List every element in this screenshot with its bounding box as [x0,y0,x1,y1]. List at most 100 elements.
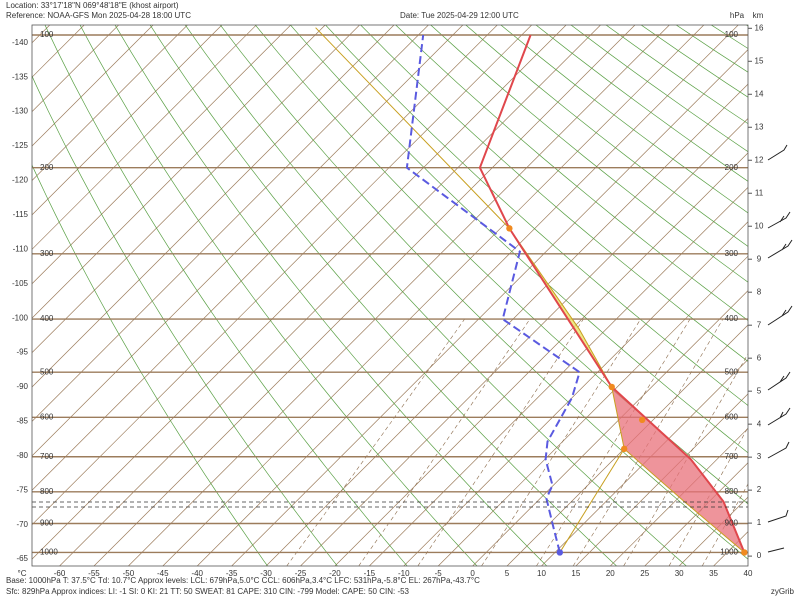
dry-adiabat [32,164,268,566]
ccl-dot [638,416,646,424]
y-tick-label: 500 [40,367,54,376]
x-tick-label: -45 [157,569,169,578]
wind-barb [767,441,790,459]
x-tick-label: 30 [675,569,684,578]
wind-barb [767,305,793,326]
y-tick-label: 600 [725,412,739,421]
wind-barb [767,547,785,553]
y2-tick-label: 6 [757,353,762,362]
x-tick-label: -50 [123,569,135,578]
left-tick-label: -135 [12,72,29,81]
dry-adiabat [289,25,748,454]
isotherm [59,25,601,566]
y-tick-label: 100 [725,30,739,39]
isotherm [403,221,748,566]
y2-tick-label: 3 [757,452,762,461]
y2-tick-label: 4 [757,419,762,428]
left-tick-label: -105 [12,279,29,288]
isotherm [32,25,223,216]
left-tick-label: -140 [12,38,29,47]
y2-tick-label: 13 [755,122,764,131]
isotherm [32,25,498,491]
y2-tick-label: 10 [755,221,764,230]
y-tick-label: 200 [725,163,739,172]
left-tick-label: -70 [16,520,28,529]
dry-adiabat [44,25,408,566]
x-tick-label: 25 [640,569,649,578]
isotherm [541,358,748,566]
footer-line: Base: 1000hPa T: 37.5°C Td: 10.7°C Appro… [6,576,480,585]
isotherm [32,25,257,250]
isotherm [32,25,154,147]
x-tick-label: -30 [260,569,272,578]
wind-barb [767,239,793,259]
left-tick-label: -80 [16,451,28,460]
dry-adiabat [360,25,748,362]
dewpoint-line [405,34,581,553]
left-tick-label: -125 [12,141,29,150]
y-tick-label: 400 [40,314,54,323]
y2-tick-label: 7 [757,320,762,329]
y2-tick-label: 9 [757,254,762,263]
x-tick-label: -60 [54,569,66,578]
mixing-ratio-line [623,353,748,566]
left-tick-label: -85 [16,417,28,426]
dry-adiabat [114,25,548,566]
dry-adiabat [219,25,748,560]
x-tick-label: -40 [191,569,203,578]
x-tick-label: -15 [364,569,376,578]
isotherm [32,25,188,181]
isotherm [32,25,360,354]
isotherm [162,25,705,566]
dry-adiabat [184,25,687,566]
y2-tick-label: 15 [755,56,764,65]
footer-line: Sfc: 829hPa Approx indices: LI: -1 SI: 0… [6,587,410,596]
y2-tick-label: 8 [757,287,762,296]
x-tick-label: -5 [435,569,443,578]
isotherm [32,25,291,285]
isotherm [472,290,748,566]
left-tick-label: -120 [12,176,29,185]
x-tick-label: 5 [505,569,510,578]
isotherm [265,83,748,566]
cin-area [611,386,745,553]
plot-frame [31,24,749,567]
lcl-mixing-line [559,448,625,553]
dry-adiabat [325,25,748,406]
y-tick-label: 1000 [720,548,738,557]
isotherm [32,25,567,560]
isotherm [196,25,739,566]
reference: Reference: NOAA-GFS Mon 2025-04-28 18:00… [6,11,191,20]
x-tick-label: -25 [295,569,307,578]
dry-adiabat [32,75,338,566]
x-tick-label: 20 [606,569,615,578]
isotherm [231,49,748,566]
isotherm [437,255,748,566]
wind-barb [767,211,791,229]
y-tick-label: 300 [725,249,739,258]
left-tick-label: -110 [13,244,29,253]
wind-barbs [767,144,793,553]
mixing-ratio-line [358,318,531,566]
dry-adiabat [149,25,617,566]
isotherm [32,25,532,526]
credit: zyGrib [771,587,795,596]
level-dot [741,549,748,556]
isotherm [93,25,636,566]
temperature-unit: °C [18,569,27,578]
y-tick-label: 500 [725,367,739,376]
isotherm [506,324,748,566]
wind-barb [767,509,789,523]
dry-adiabat [395,25,748,321]
y2-tick-label: 1 [757,518,762,527]
y2-tick-label: 16 [755,23,764,32]
y-tick-label: 400 [725,314,739,323]
isotherm [334,152,748,566]
isotherm [128,25,670,566]
y2-tick-label: 0 [757,551,762,560]
mixing-ratio-line [417,318,584,566]
dry-adiabat [79,25,478,566]
isotherm [32,25,326,319]
